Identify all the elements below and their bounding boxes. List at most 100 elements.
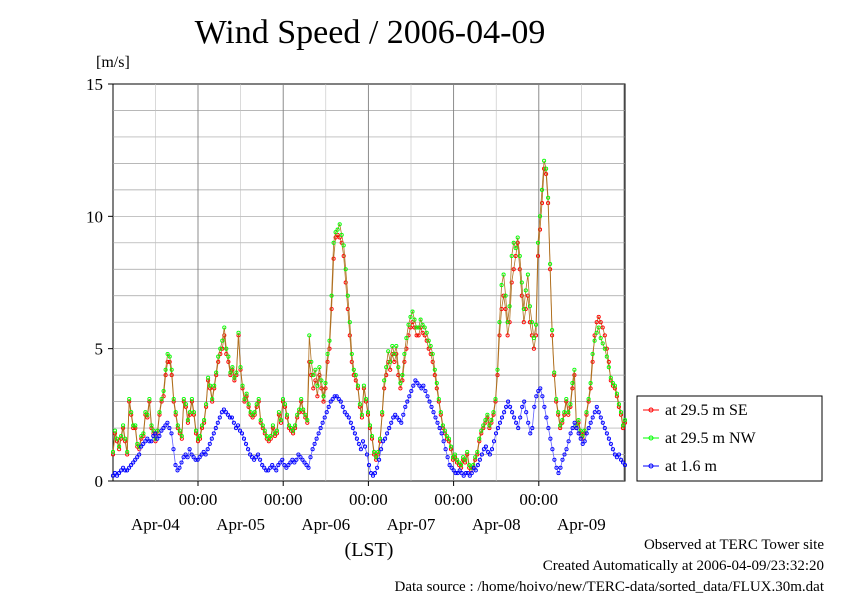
data-point	[515, 235, 520, 240]
data-point	[409, 388, 414, 394]
data-point	[414, 333, 419, 338]
data-point	[386, 349, 391, 354]
data-point	[497, 333, 502, 338]
data-point	[216, 354, 221, 359]
data-point	[217, 415, 222, 420]
data-point	[248, 410, 253, 415]
data-point	[274, 428, 279, 433]
data-point	[220, 338, 225, 343]
data-point	[278, 418, 284, 423]
data-point	[372, 449, 377, 454]
data-point	[272, 431, 277, 436]
data-point	[622, 463, 628, 468]
data-point	[318, 426, 323, 431]
data-point	[376, 449, 381, 454]
data-point	[436, 396, 441, 402]
data-point	[523, 288, 528, 293]
data-point	[477, 436, 482, 441]
data-point	[416, 325, 421, 330]
data-point	[455, 471, 460, 476]
data-point	[197, 455, 202, 460]
data-point	[344, 412, 349, 417]
data-point	[252, 410, 257, 415]
data-point	[382, 378, 387, 383]
data-point	[448, 444, 454, 449]
data-point	[449, 465, 454, 470]
data-point	[457, 468, 462, 473]
data-point	[398, 386, 403, 391]
data-point	[372, 471, 378, 476]
data-point	[451, 468, 456, 473]
data-point	[216, 359, 221, 364]
data-point	[250, 455, 255, 460]
data-point	[110, 473, 116, 478]
data-point	[291, 431, 296, 436]
data-point	[562, 410, 567, 415]
data-point	[208, 383, 213, 388]
data-point	[353, 373, 358, 378]
data-point	[228, 370, 233, 375]
data-point	[379, 447, 384, 452]
legend-label: at 1.6 m	[665, 458, 718, 475]
data-point	[588, 420, 593, 425]
data-point	[185, 418, 190, 423]
data-point	[381, 439, 386, 444]
data-point	[389, 420, 394, 425]
data-point	[531, 346, 536, 351]
data-point	[342, 410, 347, 415]
data-point	[339, 232, 344, 237]
data-point	[246, 447, 251, 452]
data-point	[578, 428, 583, 433]
data-point	[384, 365, 389, 370]
data-point	[491, 410, 496, 415]
data-point	[153, 431, 158, 436]
data-point	[491, 439, 497, 444]
data-point	[258, 457, 263, 462]
data-point	[509, 280, 514, 285]
data-point	[444, 433, 449, 439]
data-point	[418, 317, 423, 322]
data-point	[278, 420, 284, 425]
chart-title: Wind Speed / 2006-04-09	[194, 14, 546, 51]
data-point	[430, 351, 435, 357]
data-point	[141, 431, 146, 436]
data-point	[445, 455, 450, 460]
data-point	[149, 439, 154, 444]
x-tick-date-label: Apr-07	[387, 515, 436, 534]
data-point	[262, 428, 267, 433]
data-point	[399, 420, 404, 425]
data-point	[280, 457, 285, 462]
data-point	[125, 468, 130, 473]
data-point	[481, 447, 486, 452]
data-point	[149, 423, 154, 428]
data-point	[608, 375, 613, 380]
data-point	[497, 320, 502, 325]
data-point	[127, 465, 132, 470]
data-point	[426, 338, 431, 343]
data-point	[554, 465, 559, 470]
data-point	[291, 428, 296, 433]
data-point	[584, 431, 589, 436]
data-point	[475, 449, 480, 454]
data-point	[228, 373, 233, 378]
data-point	[407, 394, 412, 399]
data-point	[558, 426, 563, 431]
data-point	[566, 439, 571, 444]
data-point	[129, 410, 134, 415]
data-point	[421, 383, 426, 388]
data-point	[536, 388, 541, 394]
data-point	[570, 381, 575, 386]
data-point	[171, 396, 176, 402]
data-point	[266, 468, 271, 473]
data-point	[596, 314, 601, 319]
data-point	[537, 227, 543, 232]
data-point	[378, 436, 383, 441]
data-point	[224, 346, 229, 351]
data-point	[337, 235, 342, 240]
data-point	[370, 473, 376, 478]
data-point	[177, 428, 182, 433]
data-point	[207, 441, 212, 446]
data-point	[284, 412, 290, 417]
data-point	[580, 441, 585, 446]
data-point	[537, 214, 543, 219]
